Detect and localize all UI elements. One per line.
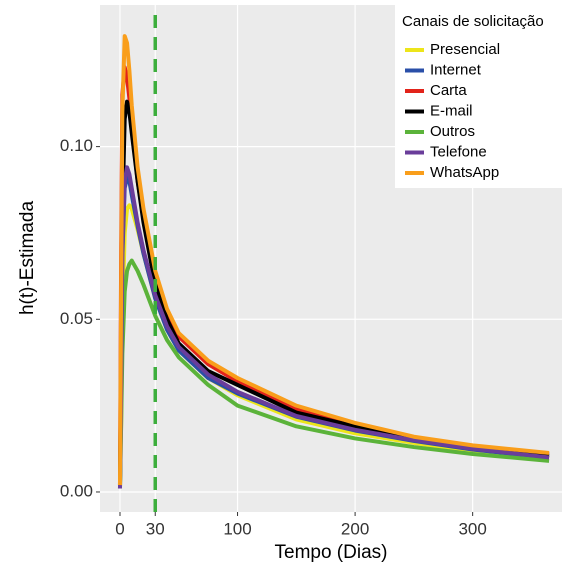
legend-label: Presencial bbox=[430, 41, 500, 58]
legend-label: Carta bbox=[430, 82, 467, 99]
x-tick-label: 0 bbox=[115, 519, 124, 538]
x-tick-label: 100 bbox=[223, 519, 251, 538]
x-tick-label: 30 bbox=[146, 519, 165, 538]
legend-label: Telefone bbox=[430, 143, 487, 160]
x-tick-label: 300 bbox=[458, 519, 486, 538]
legend: Canais de solicitação Presencial Internet C… bbox=[395, 5, 562, 188]
y-axis-title: h(t)-Estimada bbox=[17, 201, 38, 315]
x-tick-label: 200 bbox=[341, 519, 369, 538]
y-tick-label: 0.10 bbox=[60, 136, 93, 155]
x-axis-title: Tempo (Dias) bbox=[275, 542, 388, 563]
series-line bbox=[117, 258, 550, 489]
legend-label: WhatsApp bbox=[430, 164, 499, 181]
series-line bbox=[117, 34, 550, 486]
series-line bbox=[117, 165, 550, 489]
legend-label: Outros bbox=[430, 123, 475, 140]
legend-label: E-mail bbox=[430, 102, 473, 119]
legend-title: Canais de solicitação bbox=[402, 13, 544, 30]
legend-background bbox=[395, 5, 562, 188]
y-tick-label: 0.05 bbox=[60, 309, 93, 328]
legend-label: Internet bbox=[430, 61, 482, 78]
y-tick-label: 0.00 bbox=[60, 481, 93, 500]
